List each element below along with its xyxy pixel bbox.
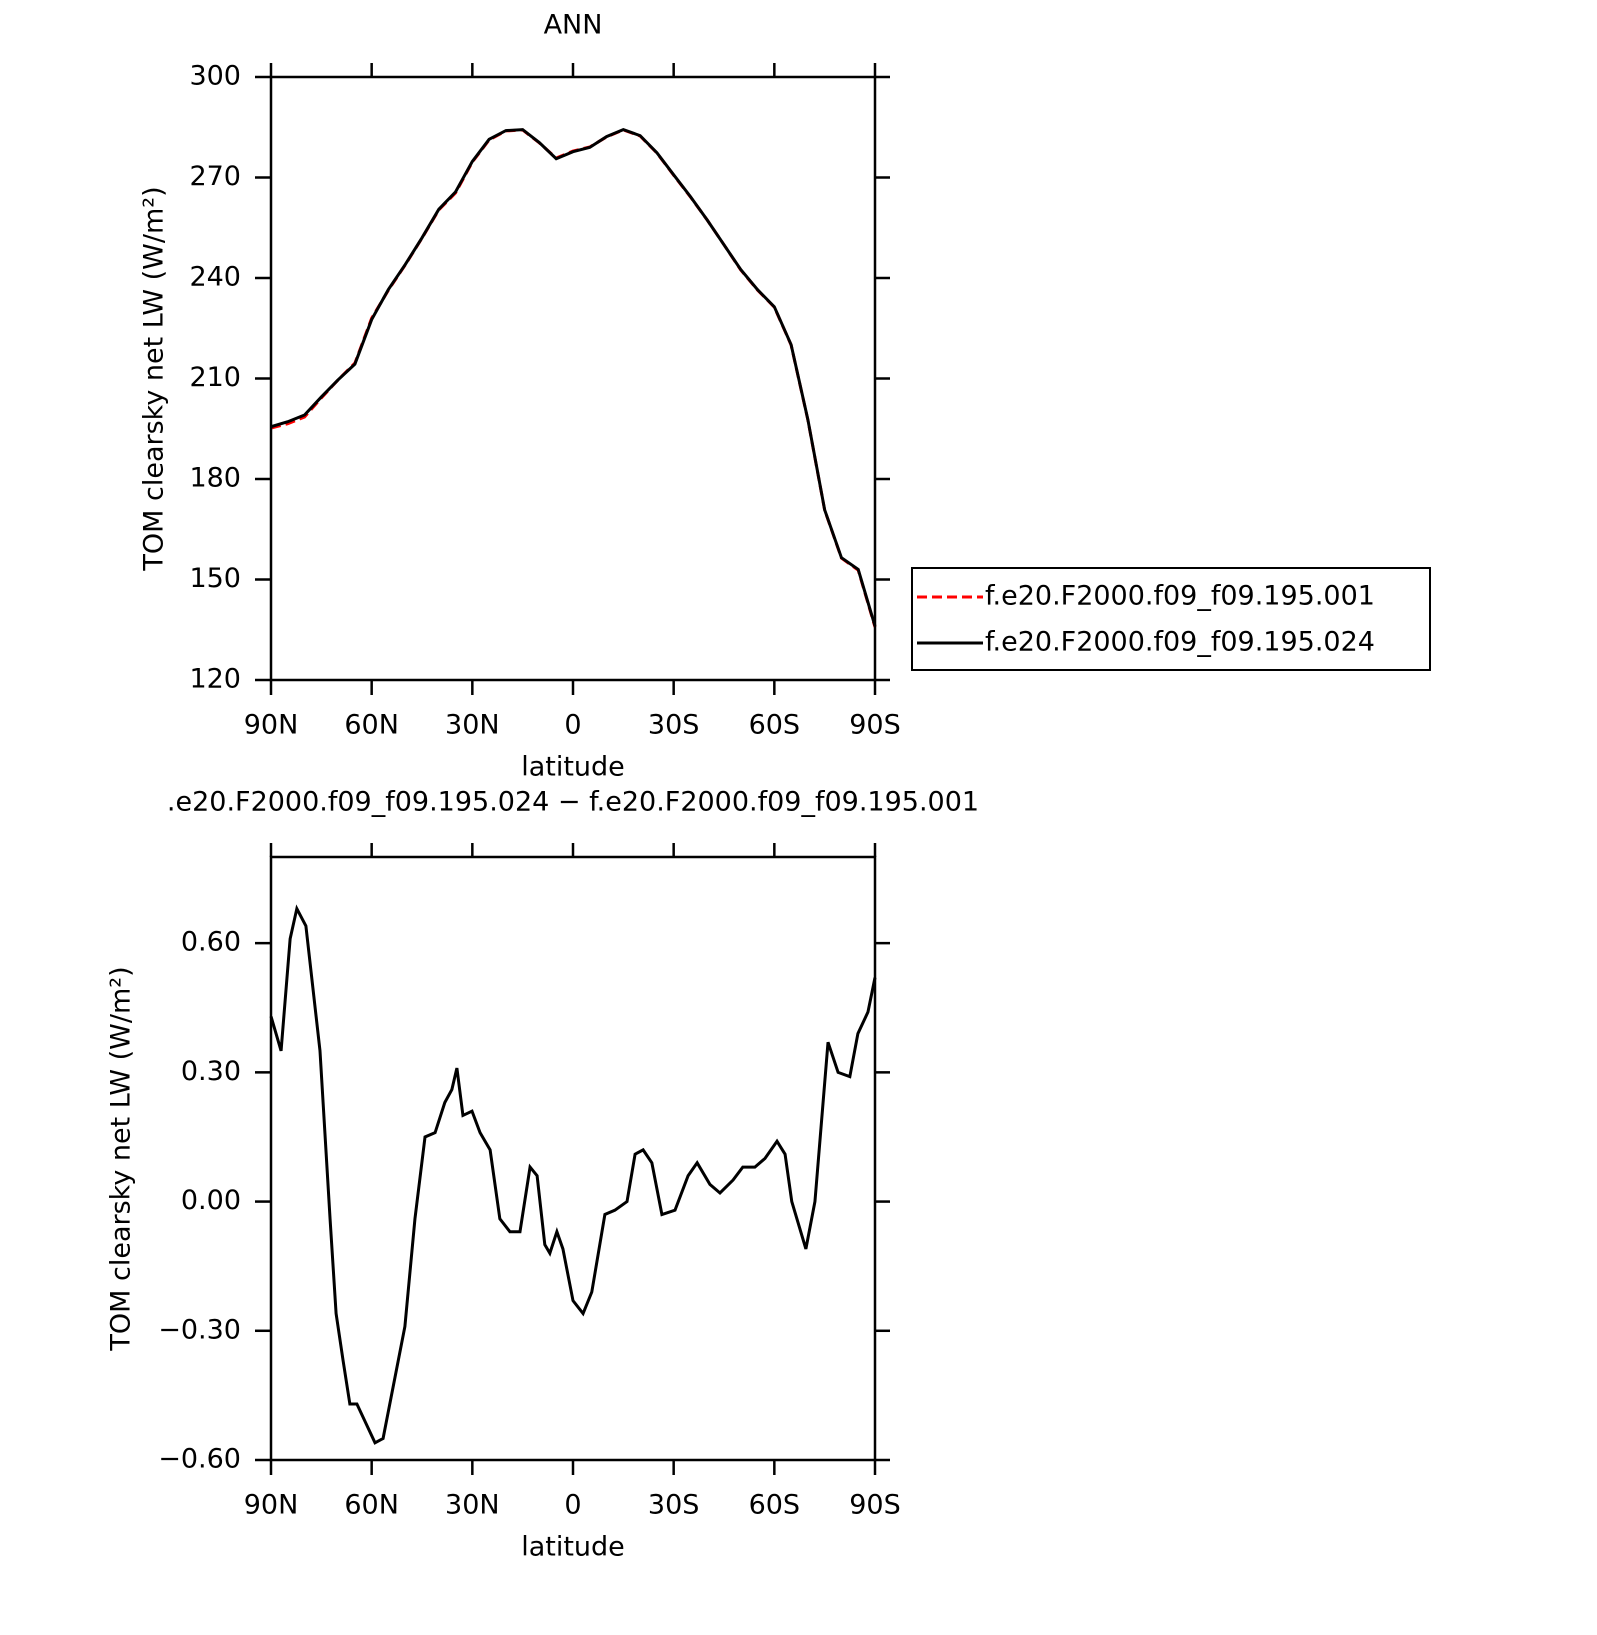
plot-frame: [269, 855, 877, 1462]
data-line: [269, 904, 877, 1445]
plot-frame: [269, 75, 877, 682]
y-tick-label: 210: [189, 362, 241, 393]
x-tick-label: 30S: [648, 710, 700, 741]
chart-title: ANN: [544, 10, 603, 41]
y-tick-label: 0.30: [181, 1056, 241, 1087]
legend-box: [911, 567, 1431, 671]
x-axis-label: latitude: [521, 1532, 625, 1563]
x-tick-label: 30N: [445, 1490, 500, 1521]
x-tick-label: 90S: [849, 710, 901, 741]
x-tick-label: 60S: [749, 710, 801, 741]
legend-label: f.e20.F2000.f09_f09.195.001: [985, 581, 1375, 612]
data-line: [270, 128, 877, 628]
y-axis-label: TOM clearsky net LW (W/m²): [139, 186, 170, 571]
y-tick-label: 0.60: [181, 927, 241, 958]
y-axis-label: TOM clearsky net LW (W/m²): [106, 966, 137, 1351]
x-tick-label: 0: [564, 710, 581, 741]
x-tick-label: 30N: [445, 710, 500, 741]
y-tick-label: −0.30: [158, 1314, 241, 1345]
x-tick-label: 90N: [244, 1490, 299, 1521]
x-tick-label: 60S: [749, 1490, 801, 1521]
x-tick-label: 90S: [849, 1490, 901, 1521]
y-tick-label: 240: [189, 262, 241, 293]
y-tick-label: 300: [189, 61, 241, 92]
chart-title: .e20.F2000.f09_f09.195.024 − f.e20.F2000…: [167, 787, 979, 818]
x-tick-label: 60N: [344, 1490, 399, 1521]
y-tick-label: 0.00: [181, 1185, 241, 1216]
legend-label: f.e20.F2000.f09_f09.195.024: [985, 627, 1375, 658]
x-tick-label: 60N: [344, 710, 399, 741]
y-tick-label: −0.60: [158, 1444, 241, 1475]
x-tick-label: 30S: [648, 1490, 700, 1521]
y-tick-label: 150: [189, 563, 241, 594]
x-axis-label: latitude: [521, 752, 625, 783]
x-tick-label: 0: [564, 1490, 581, 1521]
data-line: [270, 127, 877, 627]
y-tick-label: 180: [189, 463, 241, 494]
y-tick-label: 270: [189, 161, 241, 192]
x-tick-label: 90N: [244, 710, 299, 741]
y-tick-label: 120: [189, 664, 241, 695]
